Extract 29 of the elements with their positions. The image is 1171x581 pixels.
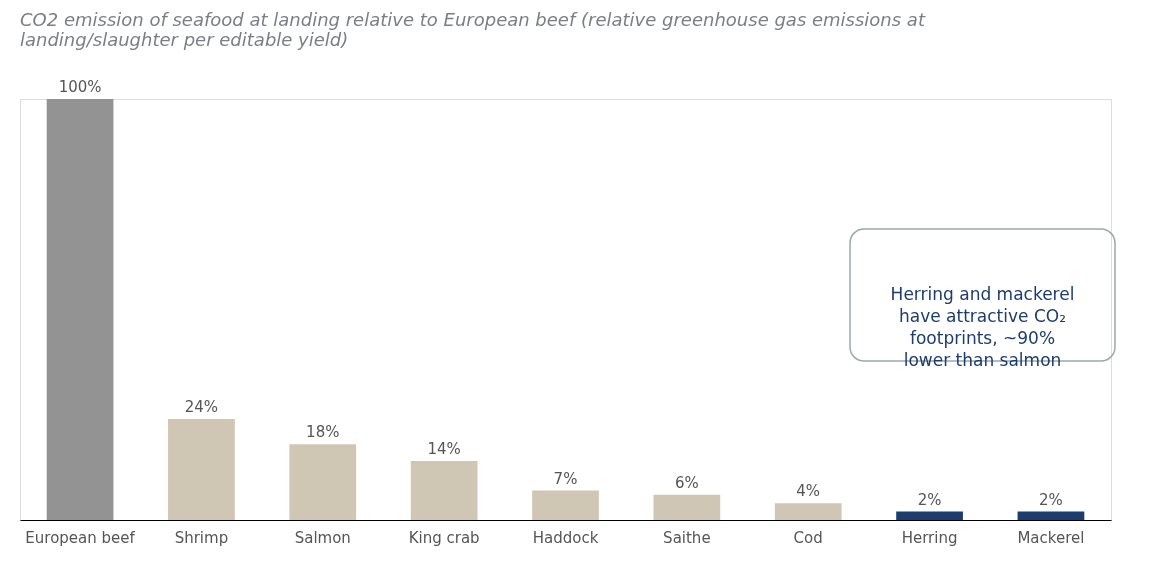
x-tick-label: Mackerel xyxy=(1017,528,1085,547)
x-tick-label: Cod xyxy=(793,528,823,547)
annotation: Herring and mackerel have attractive CO₂ footprints, ~90% lower than salmon xyxy=(890,284,1075,370)
bar xyxy=(653,494,721,520)
x-tick-label: Salmon xyxy=(294,528,351,547)
data-label: 2% xyxy=(1039,490,1063,509)
x-tick-label: Shrimp xyxy=(174,528,229,547)
bar xyxy=(289,444,357,520)
bar xyxy=(410,461,478,520)
data-label: 4% xyxy=(796,482,821,501)
x-tick-label: Herring xyxy=(901,528,958,547)
data-label: 24% xyxy=(184,397,219,416)
data-label: 6% xyxy=(674,473,699,492)
data-label: 100% xyxy=(58,78,102,96)
x-tick-label: European beef xyxy=(25,528,136,547)
bar xyxy=(168,418,235,520)
data-label: 7% xyxy=(553,469,578,488)
data-label: 18% xyxy=(306,423,340,442)
bar xyxy=(1017,511,1085,520)
bar xyxy=(896,511,963,520)
x-tick-label: Haddock xyxy=(532,528,599,547)
bar xyxy=(532,490,599,520)
bar xyxy=(46,99,114,520)
data-label: 2% xyxy=(917,490,942,509)
chart-title: CO2 emission of seafood at landing relative to European beef (relative greenhouse gas emissions at landing/slaughter per editable yield) xyxy=(20,9,926,50)
data-label: 14% xyxy=(427,440,461,459)
x-tick-label: King crab xyxy=(408,528,480,547)
x-tick-label: Saithe xyxy=(663,528,711,547)
bar xyxy=(774,503,842,520)
